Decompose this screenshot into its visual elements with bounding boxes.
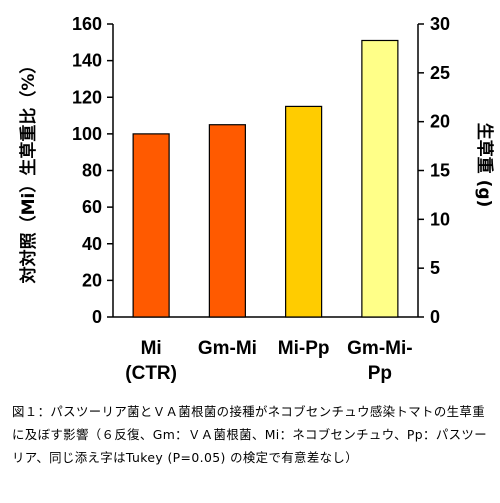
x-category-label: Mi-Pp bbox=[278, 338, 330, 359]
y2-tick-label: 25 bbox=[430, 63, 450, 83]
left-axis-ticks: 0 20 40 60 80 100 120 140 160 bbox=[72, 14, 113, 327]
y-tick-label: 140 bbox=[72, 51, 102, 71]
y-tick-label: 160 bbox=[72, 14, 102, 34]
y2-tick-label: 10 bbox=[430, 209, 450, 229]
y2-tick-label: 5 bbox=[430, 258, 440, 278]
y-tick-label: 0 bbox=[92, 307, 102, 327]
bar bbox=[208, 124, 246, 318]
y-axis-title: 対対照（Mi）生草重比（%） bbox=[18, 57, 39, 285]
bar bbox=[285, 105, 323, 318]
bar-chart: 0 20 40 60 80 100 120 140 160 0 5 10 15 20 25 30 Mi (CT… bbox=[18, 14, 495, 384]
x-category-label: Gm-Mi bbox=[198, 338, 257, 359]
y-tick-label: 20 bbox=[82, 270, 102, 290]
y-tick-label: 80 bbox=[82, 161, 102, 181]
y-tick-label: 40 bbox=[82, 234, 102, 254]
y2-tick-label: 15 bbox=[430, 161, 450, 181]
category-labels: Mi (CTR) Gm-Mi Mi-Pp Gm-Mi-Pp bbox=[125, 338, 412, 384]
bars bbox=[132, 39, 399, 318]
y2-axis-title: 生草重 (g) bbox=[474, 123, 495, 208]
y-tick-label: 120 bbox=[72, 87, 102, 107]
x-category-label: Mi (CTR) bbox=[125, 338, 177, 384]
bar bbox=[361, 39, 399, 318]
y2-tick-label: 0 bbox=[430, 307, 440, 327]
y-tick-label: 100 bbox=[72, 124, 102, 144]
y2-tick-label: 30 bbox=[430, 14, 450, 34]
right-axis-ticks: 0 5 10 15 20 25 30 bbox=[418, 14, 450, 327]
y2-tick-label: 20 bbox=[430, 112, 450, 132]
figure-caption: 図１：パスツーリア菌とＶＡ菌根菌の接種がネコブセンチュウ感染トマトの生草重に及ぼ… bbox=[12, 404, 488, 465]
y-tick-label: 60 bbox=[82, 197, 102, 217]
bar bbox=[132, 133, 170, 318]
x-category-label: Gm-Mi-Pp bbox=[347, 338, 412, 384]
